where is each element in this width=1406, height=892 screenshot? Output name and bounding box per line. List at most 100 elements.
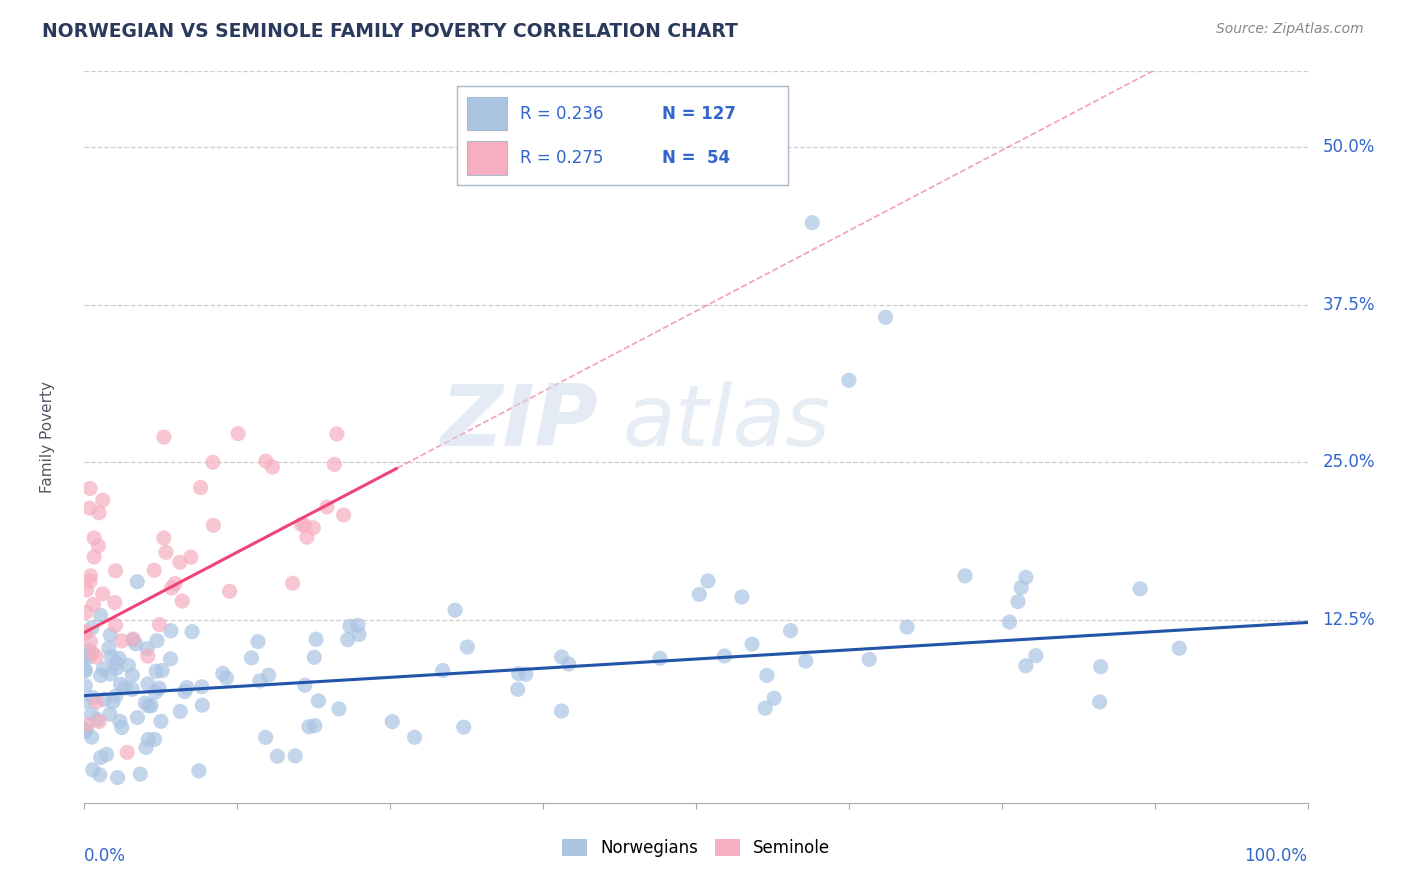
Point xyxy=(304,719,326,733)
Point xyxy=(136,641,159,656)
Point xyxy=(86,713,108,727)
Point xyxy=(298,720,321,734)
Point xyxy=(101,695,124,709)
Point xyxy=(145,664,167,678)
Point xyxy=(90,668,112,682)
Point xyxy=(110,677,132,691)
Point xyxy=(763,691,786,706)
Point xyxy=(254,731,277,745)
Legend: Norwegians, Seminole: Norwegians, Seminole xyxy=(555,832,837,864)
Point xyxy=(404,731,426,745)
Point xyxy=(266,749,288,764)
Point xyxy=(76,717,98,731)
Point xyxy=(697,574,720,588)
Point xyxy=(180,550,202,565)
Point xyxy=(83,549,105,564)
Point xyxy=(262,460,284,475)
Point xyxy=(89,768,111,782)
Point xyxy=(146,633,169,648)
Point xyxy=(87,714,110,729)
Point xyxy=(741,637,763,651)
Text: 100.0%: 100.0% xyxy=(1244,847,1308,864)
Point xyxy=(508,666,530,681)
Point xyxy=(201,455,224,469)
Point xyxy=(875,310,897,325)
Point xyxy=(169,705,191,719)
Point xyxy=(648,651,671,665)
Point xyxy=(114,681,136,695)
Point xyxy=(858,652,880,666)
Point xyxy=(80,706,103,721)
Point xyxy=(339,619,361,633)
Point xyxy=(381,714,404,729)
Point xyxy=(316,500,339,514)
Point xyxy=(328,702,350,716)
Point xyxy=(557,657,579,671)
Point xyxy=(117,658,139,673)
Point xyxy=(111,634,134,648)
Point xyxy=(302,521,325,535)
Text: NORWEGIAN VS SEMINOLE FAMILY POVERTY CORRELATION CHART: NORWEGIAN VS SEMINOLE FAMILY POVERTY COR… xyxy=(42,22,738,41)
Point xyxy=(136,649,159,664)
Point xyxy=(215,671,238,685)
Point xyxy=(515,667,537,681)
Point xyxy=(347,627,370,641)
Point xyxy=(801,216,824,230)
Point xyxy=(75,624,97,639)
Point xyxy=(105,661,128,675)
Text: Family Poverty: Family Poverty xyxy=(41,381,55,493)
Point xyxy=(281,576,304,591)
Point xyxy=(149,714,172,729)
Point xyxy=(1168,641,1191,656)
Point xyxy=(143,563,166,577)
Point xyxy=(84,695,107,709)
Point xyxy=(506,682,529,697)
Point xyxy=(90,750,112,764)
Text: 0.0%: 0.0% xyxy=(84,847,127,864)
Point xyxy=(159,652,181,666)
Point xyxy=(160,624,183,638)
Point xyxy=(77,649,100,664)
Point xyxy=(176,681,198,695)
Point xyxy=(124,637,146,651)
Point xyxy=(247,634,270,648)
Point xyxy=(148,681,170,695)
Point xyxy=(82,763,104,777)
Point xyxy=(332,508,354,522)
Point xyxy=(307,694,329,708)
Point xyxy=(153,430,176,444)
Point xyxy=(169,555,191,569)
Point xyxy=(731,590,754,604)
Point xyxy=(129,767,152,781)
Point xyxy=(121,668,143,682)
Point xyxy=(104,595,127,609)
Point xyxy=(295,530,318,544)
Point xyxy=(143,732,166,747)
Point xyxy=(105,656,128,670)
Point xyxy=(75,664,97,678)
Point xyxy=(138,732,160,747)
Point xyxy=(93,692,115,706)
Point xyxy=(150,664,173,678)
Point xyxy=(107,771,129,785)
Point xyxy=(294,518,316,533)
Point xyxy=(122,632,145,646)
Point xyxy=(713,648,735,663)
Point xyxy=(284,748,307,763)
Point xyxy=(326,426,349,441)
Point xyxy=(1015,658,1038,673)
Point xyxy=(79,574,101,589)
Point xyxy=(173,684,195,698)
Point xyxy=(145,685,167,699)
Point xyxy=(96,747,118,762)
Point xyxy=(998,615,1021,629)
Point xyxy=(1129,582,1152,596)
Point xyxy=(91,587,114,601)
Text: 25.0%: 25.0% xyxy=(1322,453,1375,471)
Point xyxy=(1088,695,1111,709)
Point xyxy=(136,677,159,691)
Point xyxy=(153,531,176,545)
Point xyxy=(127,574,149,589)
Point xyxy=(218,584,240,599)
Point xyxy=(148,617,170,632)
